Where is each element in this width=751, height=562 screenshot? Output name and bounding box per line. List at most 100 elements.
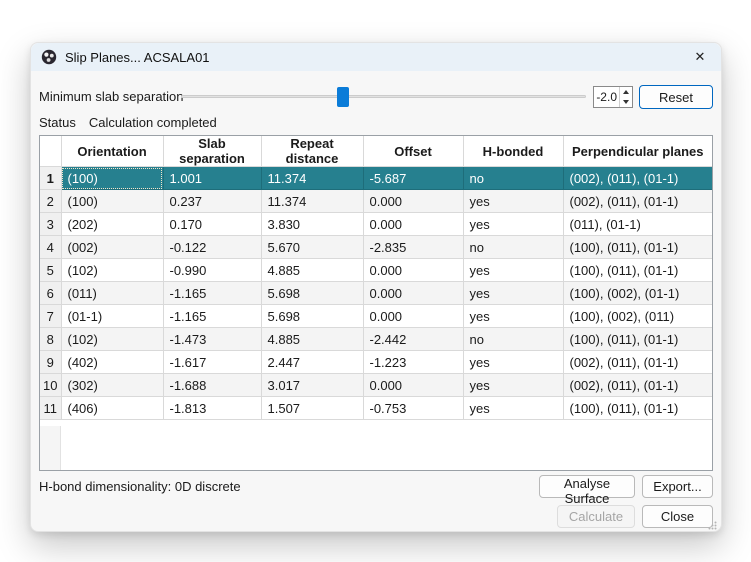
cell-orientation[interactable]: (402) xyxy=(61,350,164,374)
slip-planes-table[interactable]: Orientation Slab separation Repeat dista… xyxy=(39,135,713,471)
cell-h-bonded[interactable]: no xyxy=(463,235,564,259)
cell-h-bonded[interactable]: yes xyxy=(463,212,564,236)
cell-perpendicular-planes[interactable]: (011), (01-1) xyxy=(563,212,712,236)
col-header-slab-separation[interactable]: Slab separation xyxy=(163,136,262,167)
cell-repeat-distance[interactable]: 3.017 xyxy=(261,373,364,397)
cell-offset[interactable]: 0.000 xyxy=(363,304,464,328)
col-header-orientation[interactable]: Orientation xyxy=(61,136,164,167)
cell-slab-separation[interactable]: -1.813 xyxy=(163,396,262,420)
cell-perpendicular-planes[interactable]: (100), (011), (01-1) xyxy=(563,258,712,282)
cell-h-bonded[interactable]: yes xyxy=(463,189,564,213)
cell-slab-separation[interactable]: 0.170 xyxy=(163,212,262,236)
cell-orientation[interactable]: (01-1) xyxy=(61,304,164,328)
cell-perpendicular-planes[interactable]: (002), (011), (01-1) xyxy=(563,166,712,190)
row-number[interactable]: 8 xyxy=(40,327,62,351)
row-number[interactable]: 7 xyxy=(40,304,62,328)
cell-repeat-distance[interactable]: 5.670 xyxy=(261,235,364,259)
slab-separation-spinbox[interactable]: -2.0 xyxy=(593,86,633,108)
cell-repeat-distance[interactable]: 11.374 xyxy=(261,189,364,213)
table-row[interactable]: 2 (100) 0.237 11.374 0.000 yes (002), (0… xyxy=(40,189,712,213)
row-number[interactable]: 10 xyxy=(40,373,62,397)
cell-orientation[interactable]: (102) xyxy=(61,327,164,351)
cell-repeat-distance[interactable]: 4.885 xyxy=(261,327,364,351)
cell-offset[interactable]: 0.000 xyxy=(363,258,464,282)
slab-separation-slider[interactable] xyxy=(181,85,586,109)
cell-slab-separation[interactable]: 0.237 xyxy=(163,189,262,213)
cell-orientation[interactable]: (100) xyxy=(61,189,164,213)
cell-slab-separation[interactable]: -1.473 xyxy=(163,327,262,351)
close-button[interactable]: Close xyxy=(642,505,713,528)
cell-slab-separation[interactable]: -1.688 xyxy=(163,373,262,397)
export-button[interactable]: Export... xyxy=(642,475,713,498)
row-number[interactable]: 4 xyxy=(40,235,62,259)
cell-h-bonded[interactable]: yes xyxy=(463,258,564,282)
row-number[interactable]: 6 xyxy=(40,281,62,305)
cell-orientation[interactable]: (002) xyxy=(61,235,164,259)
resize-grip-icon[interactable] xyxy=(708,518,717,530)
analyse-surface-button[interactable]: Analyse Surface xyxy=(539,475,635,506)
cell-repeat-distance[interactable]: 5.698 xyxy=(261,304,364,328)
cell-slab-separation[interactable]: -1.165 xyxy=(163,281,262,305)
cell-offset[interactable]: 0.000 xyxy=(363,212,464,236)
reset-button[interactable]: Reset xyxy=(639,85,713,109)
cell-slab-separation[interactable]: -0.122 xyxy=(163,235,262,259)
cell-orientation[interactable]: (011) xyxy=(61,281,164,305)
cell-slab-separation[interactable]: -1.165 xyxy=(163,304,262,328)
cell-slab-separation[interactable]: 1.001 xyxy=(163,166,262,190)
table-row[interactable]: 3 (202) 0.170 3.830 0.000 yes (011), (01… xyxy=(40,212,712,236)
slider-track[interactable] xyxy=(181,95,586,98)
cell-offset[interactable]: -0.753 xyxy=(363,396,464,420)
cell-h-bonded[interactable]: no xyxy=(463,166,564,190)
cell-offset[interactable]: 0.000 xyxy=(363,373,464,397)
corner-header[interactable] xyxy=(40,136,62,167)
table-row[interactable]: 4 (002) -0.122 5.670 -2.835 no (100), (0… xyxy=(40,235,712,259)
col-header-perpendicular-planes[interactable]: Perpendicular planes xyxy=(563,136,712,167)
col-header-repeat-distance[interactable]: Repeat distance xyxy=(261,136,364,167)
cell-repeat-distance[interactable]: 3.830 xyxy=(261,212,364,236)
cell-h-bonded[interactable]: yes xyxy=(463,373,564,397)
spinbox-value[interactable]: -2.0 xyxy=(596,90,617,104)
cell-offset[interactable]: -5.687 xyxy=(363,166,464,190)
cell-slab-separation[interactable]: -1.617 xyxy=(163,350,262,374)
col-header-offset[interactable]: Offset xyxy=(363,136,464,167)
close-icon[interactable]: ✕ xyxy=(694,49,706,64)
table-row[interactable]: 10 (302) -1.688 3.017 0.000 yes (002), (… xyxy=(40,373,712,397)
row-number[interactable]: 1 xyxy=(40,166,62,190)
cell-h-bonded[interactable]: yes xyxy=(463,350,564,374)
cell-h-bonded[interactable]: yes xyxy=(463,396,564,420)
cell-offset[interactable]: -2.835 xyxy=(363,235,464,259)
cell-perpendicular-planes[interactable]: (002), (011), (01-1) xyxy=(563,373,712,397)
cell-orientation[interactable]: (302) xyxy=(61,373,164,397)
cell-perpendicular-planes[interactable]: (100), (011), (01-1) xyxy=(563,235,712,259)
cell-repeat-distance[interactable]: 1.507 xyxy=(261,396,364,420)
cell-orientation[interactable]: (100) xyxy=(61,166,164,190)
table-row[interactable]: 7 (01-1) -1.165 5.698 0.000 yes (100), (… xyxy=(40,304,712,328)
row-number[interactable]: 11 xyxy=(40,396,62,420)
cell-offset[interactable]: 0.000 xyxy=(363,281,464,305)
cell-h-bonded[interactable]: no xyxy=(463,327,564,351)
table-row[interactable]: 1 (100) 1.001 11.374 -5.687 no (002), (0… xyxy=(40,166,712,190)
table-row[interactable]: 11 (406) -1.813 1.507 -0.753 yes (100), … xyxy=(40,396,712,420)
cell-orientation[interactable]: (102) xyxy=(61,258,164,282)
cell-offset[interactable]: -2.442 xyxy=(363,327,464,351)
slider-handle[interactable] xyxy=(337,87,349,107)
titlebar[interactable]: Slip Planes... ACSALA01 ✕ xyxy=(31,43,721,71)
cell-offset[interactable]: 0.000 xyxy=(363,189,464,213)
row-number[interactable]: 3 xyxy=(40,212,62,236)
cell-perpendicular-planes[interactable]: (100), (011), (01-1) xyxy=(563,327,712,351)
row-number[interactable]: 9 xyxy=(40,350,62,374)
cell-perpendicular-planes[interactable]: (100), (011), (01-1) xyxy=(563,396,712,420)
row-number[interactable]: 2 xyxy=(40,189,62,213)
cell-repeat-distance[interactable]: 11.374 xyxy=(261,166,364,190)
cell-offset[interactable]: -1.223 xyxy=(363,350,464,374)
table-row[interactable]: 6 (011) -1.165 5.698 0.000 yes (100), (0… xyxy=(40,281,712,305)
cell-repeat-distance[interactable]: 2.447 xyxy=(261,350,364,374)
cell-orientation[interactable]: (202) xyxy=(61,212,164,236)
col-header-h-bonded[interactable]: H-bonded xyxy=(463,136,564,167)
spin-down-button[interactable] xyxy=(620,97,632,107)
table-row[interactable]: 5 (102) -0.990 4.885 0.000 yes (100), (0… xyxy=(40,258,712,282)
cell-orientation[interactable]: (406) xyxy=(61,396,164,420)
row-number[interactable]: 5 xyxy=(40,258,62,282)
table-row[interactable]: 8 (102) -1.473 4.885 -2.442 no (100), (0… xyxy=(40,327,712,351)
cell-slab-separation[interactable]: -0.990 xyxy=(163,258,262,282)
